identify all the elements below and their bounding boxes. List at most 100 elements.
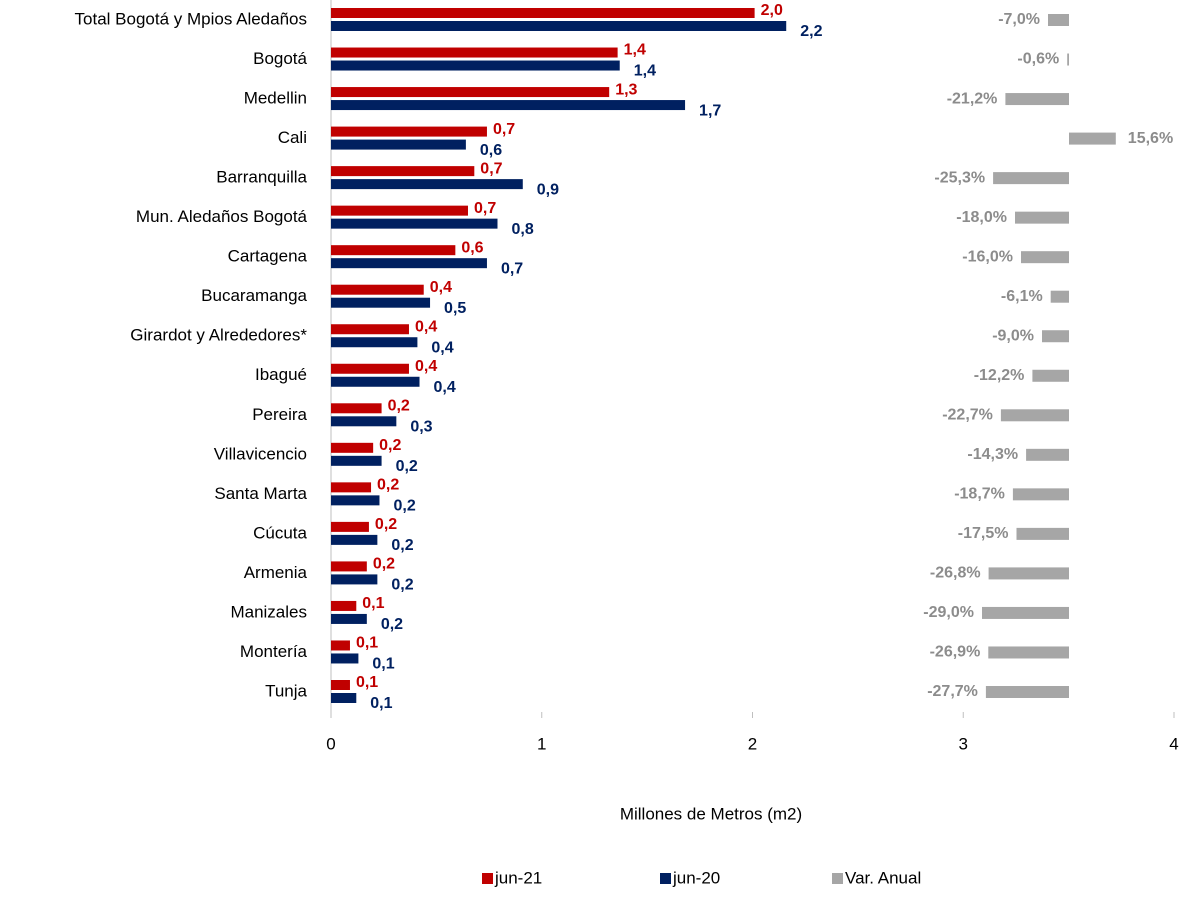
bar xyxy=(331,21,787,31)
value-label: 0,2 xyxy=(396,458,418,475)
x-axis-title: Millones de Metros (m2) xyxy=(620,804,802,823)
bar xyxy=(331,126,487,137)
var-bar xyxy=(988,646,1069,659)
bar xyxy=(331,258,487,269)
value-label: 1,7 xyxy=(699,102,721,119)
value-label: -6,1% xyxy=(1001,288,1043,305)
value-label: 0,4 xyxy=(430,279,452,296)
var-bar xyxy=(1005,93,1069,106)
category-label: Total Bogotá y Mpios Aledaños xyxy=(75,9,307,28)
value-label: -12,2% xyxy=(974,367,1025,384)
value-label: 2,0 xyxy=(761,2,783,19)
var-bar xyxy=(1069,132,1116,145)
value-label: -21,2% xyxy=(947,90,998,107)
value-label: -18,7% xyxy=(954,486,1005,503)
category-label: Ibagué xyxy=(255,365,307,384)
category-label: Bogotá xyxy=(253,49,307,68)
bar xyxy=(331,482,372,493)
bar xyxy=(331,416,397,427)
value-label: 0,7 xyxy=(474,200,496,217)
category-label: Medellin xyxy=(244,89,307,108)
var-bar xyxy=(1016,527,1069,540)
value-label: 0,2 xyxy=(375,516,397,533)
bar xyxy=(331,442,374,453)
value-label: -22,7% xyxy=(942,407,993,424)
value-label: 0,3 xyxy=(410,419,432,436)
bar xyxy=(331,574,378,585)
bar xyxy=(331,693,357,703)
x-tick-label: 4 xyxy=(1169,734,1178,753)
bar xyxy=(331,521,369,532)
category-label: Manizales xyxy=(230,602,307,621)
bar xyxy=(331,363,409,374)
value-label: -7,0% xyxy=(998,11,1040,28)
bar xyxy=(331,324,409,335)
legend-label: jun-21 xyxy=(494,868,542,887)
category-label: Cartagena xyxy=(228,247,308,266)
category-label: Girardot y Alrededores* xyxy=(130,326,307,345)
value-label: 15,6% xyxy=(1128,130,1173,147)
value-label: 1,3 xyxy=(615,81,637,98)
category-label: Tunja xyxy=(265,681,307,700)
bar xyxy=(331,495,380,506)
value-label: 0,2 xyxy=(377,477,399,494)
bar xyxy=(331,297,431,308)
category-label: Montería xyxy=(240,642,308,661)
value-label: 0,2 xyxy=(373,556,395,573)
var-bar xyxy=(1026,448,1069,461)
bar xyxy=(331,218,498,229)
var-bar xyxy=(1048,14,1069,26)
bar xyxy=(331,600,357,611)
var-bar xyxy=(1042,330,1069,343)
var-bar xyxy=(988,567,1069,580)
value-label: 0,4 xyxy=(431,339,453,356)
value-label: 0,6 xyxy=(461,239,483,256)
value-label: 0,1 xyxy=(370,695,392,712)
x-tick-label: 2 xyxy=(748,734,757,753)
value-label: 0,1 xyxy=(372,656,394,673)
value-label: 0,1 xyxy=(356,635,378,652)
value-label: -9,0% xyxy=(992,327,1034,344)
category-label: Villavicencio xyxy=(214,444,307,463)
x-tick-label: 0 xyxy=(326,734,335,753)
value-label: -17,5% xyxy=(958,525,1009,542)
value-label: 1,4 xyxy=(624,42,646,59)
bar xyxy=(331,87,610,98)
value-label: 0,4 xyxy=(434,379,456,396)
value-label: 0,2 xyxy=(393,498,415,515)
var-bar xyxy=(1000,409,1069,422)
bar xyxy=(331,100,686,111)
value-label: -14,3% xyxy=(967,446,1018,463)
category-label: Cúcuta xyxy=(253,523,307,542)
value-label: 0,7 xyxy=(480,160,502,177)
bar xyxy=(331,680,350,690)
bar xyxy=(331,613,367,624)
value-label: 0,1 xyxy=(356,674,378,691)
bar xyxy=(331,284,424,295)
value-label: 0,2 xyxy=(379,437,401,454)
var-bar xyxy=(1067,53,1069,66)
bar xyxy=(331,561,367,572)
x-tick-label: 3 xyxy=(959,734,968,753)
legend-label: jun-20 xyxy=(672,868,720,887)
bar xyxy=(331,640,350,651)
value-label: -0,6% xyxy=(1017,51,1059,68)
bar xyxy=(331,47,618,58)
category-label: Pereira xyxy=(252,405,307,424)
value-label: -16,0% xyxy=(962,248,1013,265)
value-label: 0,9 xyxy=(537,181,559,198)
value-label: 0,2 xyxy=(391,577,413,594)
bar xyxy=(331,8,755,18)
value-label: -26,9% xyxy=(930,644,981,661)
value-label: -26,8% xyxy=(930,565,981,582)
bar xyxy=(331,337,418,348)
value-label: 0,1 xyxy=(362,595,384,612)
category-label: Armenia xyxy=(244,563,308,582)
category-label: Bucaramanga xyxy=(201,286,307,305)
bar xyxy=(331,376,420,387)
var-bar xyxy=(993,172,1069,185)
category-label: Santa Marta xyxy=(214,484,307,503)
value-label: -29,0% xyxy=(923,604,974,621)
bar xyxy=(331,166,475,177)
category-label: Barranquilla xyxy=(216,168,307,187)
